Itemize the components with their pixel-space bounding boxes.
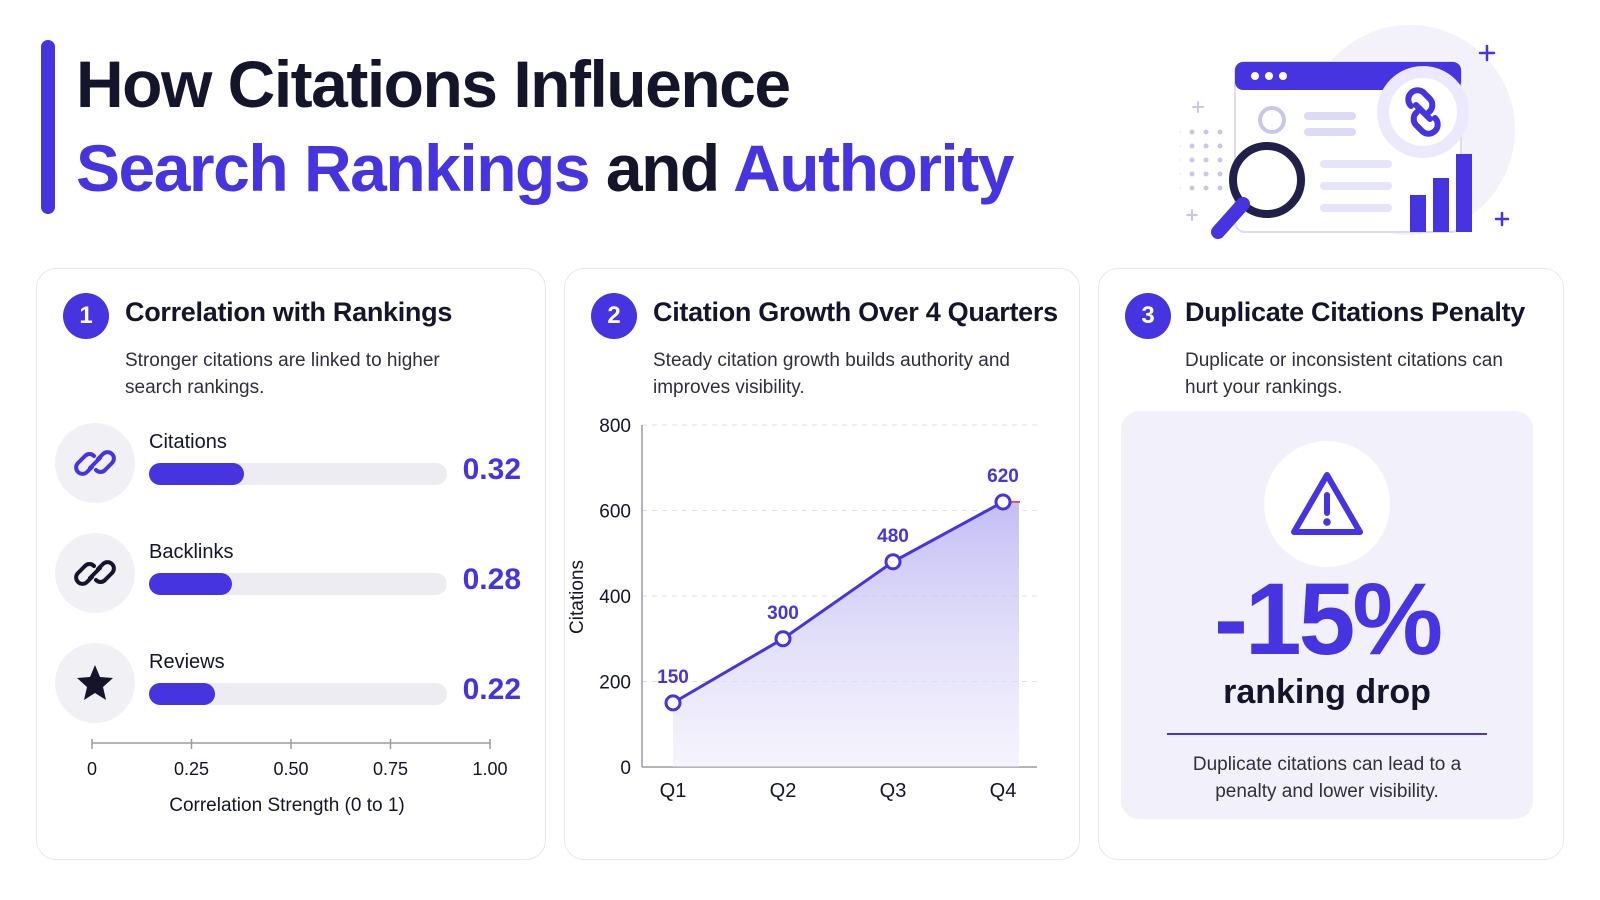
- warning-triangle-icon: [1291, 472, 1363, 535]
- metric-value: 0.28: [462, 563, 521, 596]
- x-tick-label: 1.00: [472, 759, 507, 779]
- step-badge-2: 2: [591, 293, 637, 339]
- metric-track: [149, 683, 447, 705]
- bar-citations: [149, 463, 245, 485]
- growth-description: Steady citation growth builds authority …: [653, 350, 1010, 398]
- x-axis-label: Correlation Strength (0 to 1): [169, 795, 405, 816]
- data-point-q3: [884, 553, 902, 571]
- metric-value: 0.22: [462, 673, 521, 706]
- metric-track: [149, 463, 447, 485]
- data-point-q4: [994, 493, 1012, 511]
- growth-card: 2 Citation Growth Over 4 Quarters Steady…: [564, 268, 1080, 860]
- data-label: 300: [767, 603, 799, 624]
- page-title: How Citations Influence Search Rankings …: [76, 42, 1196, 210]
- penalty-value: -15%: [1213, 562, 1443, 676]
- metric-row-reviews: Reviews 0.22: [55, 643, 529, 723]
- penalty-description: Duplicate or inconsistent citations can …: [1185, 350, 1503, 398]
- x-tick-label: Q4: [990, 780, 1017, 802]
- penalty-card: 3 Duplicate Citations Penalty Duplicate …: [1098, 268, 1564, 860]
- star-icon: [55, 643, 135, 723]
- x-axis-ticks: 0 0.25 0.50 0.75 1.00: [87, 739, 508, 779]
- title-highlight-2: Authority: [733, 131, 1014, 205]
- chain-link-icon: [55, 533, 135, 613]
- data-label: 480: [877, 526, 909, 547]
- metric-row-backlinks: Backlinks 0.28: [55, 533, 529, 613]
- metric-value: 0.32: [462, 453, 521, 486]
- correlation-title: Correlation with Rankings: [125, 297, 453, 327]
- metric-track: [149, 573, 447, 595]
- data-label: 150: [657, 667, 689, 688]
- hero-illustration: [1180, 25, 1515, 239]
- data-point-q1: [664, 694, 682, 712]
- title-connector: and: [589, 131, 734, 205]
- metric-label: Citations: [149, 431, 227, 453]
- penalty-divider: [1167, 733, 1487, 735]
- penalty-label: ranking drop: [1223, 673, 1431, 711]
- x-axis-ticks: Q1 Q2 Q3 Q4: [660, 780, 1017, 802]
- metric-row-citations: Citations 0.32: [55, 423, 529, 503]
- x-tick-label: Q1: [660, 780, 687, 802]
- y-tick-label: 600: [599, 502, 631, 523]
- y-tick-label: 200: [599, 673, 631, 694]
- penalty-panel: -15% ranking drop Duplicate citations ca…: [1121, 411, 1533, 819]
- y-tick-label: 800: [599, 416, 631, 437]
- link-icon: [55, 423, 135, 503]
- growth-area: [673, 501, 1019, 767]
- data-label: 620: [987, 466, 1019, 487]
- correlation-description: Stronger citations are linked to higher …: [125, 350, 440, 398]
- step-badge-3: 3: [1125, 293, 1171, 339]
- penalty-note: Duplicate citations can lead to a penalt…: [1192, 754, 1462, 802]
- x-tick-label: Q3: [880, 780, 907, 802]
- metric-label: Reviews: [149, 651, 225, 673]
- bar-reviews: [149, 683, 215, 705]
- bar-backlinks: [149, 573, 233, 595]
- y-axis-ticks: 0 200 400 600 800: [599, 416, 631, 779]
- penalty-title: Duplicate Citations Penalty: [1185, 297, 1525, 327]
- x-tick-label: 0.75: [373, 759, 408, 779]
- warning-icon-circle: [1264, 441, 1390, 567]
- growth-title: Citation Growth Over 4 Quarters: [653, 297, 1058, 327]
- step-badge-1: 1: [63, 293, 109, 339]
- data-points: 150 300 480 620: [657, 466, 1019, 712]
- y-tick-label: 0: [620, 758, 631, 779]
- data-point-q2: [774, 630, 792, 648]
- title-highlight-1: Search Rankings: [76, 131, 591, 205]
- x-tick-label: 0.25: [174, 759, 209, 779]
- correlation-card: 1 Correlation with Rankings Stronger cit…: [36, 268, 546, 860]
- metric-label: Backlinks: [149, 541, 234, 563]
- y-tick-label: 400: [599, 587, 631, 608]
- y-axis-label: Citations: [567, 560, 588, 634]
- x-tick-label: 0: [87, 759, 97, 779]
- growth-line: [672, 500, 1004, 705]
- title-line-1: How Citations Influence: [76, 47, 791, 121]
- x-tick-label: 0.50: [273, 759, 308, 779]
- title-line-2: Search Rankings and Authority: [76, 126, 1196, 210]
- x-tick-label: Q2: [770, 780, 797, 802]
- correlation-axis: 0 0.25 0.50 0.75 1.00 Correlation Strength (…: [87, 739, 508, 816]
- title-accent-bar: [41, 40, 55, 214]
